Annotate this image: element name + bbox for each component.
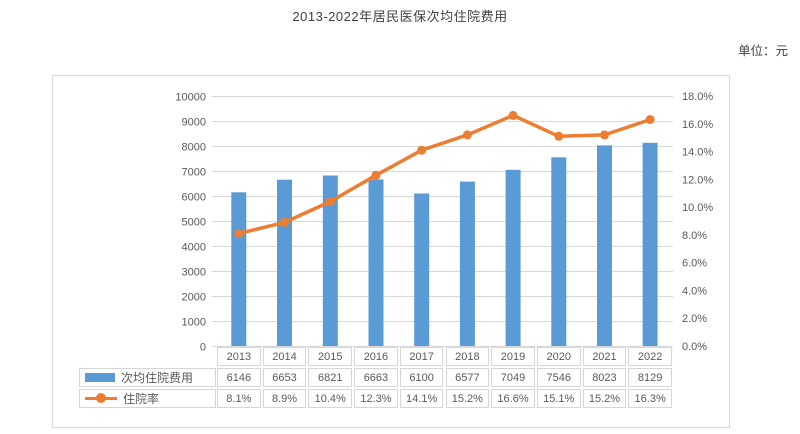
right-axis-tick-label: 2.0% bbox=[682, 313, 707, 325]
table-cell-fee: 8129 bbox=[628, 368, 672, 387]
right-axis-tick-label: 10.0% bbox=[682, 202, 713, 214]
line-marker bbox=[462, 130, 472, 140]
table-cell-year: 2014 bbox=[262, 347, 307, 366]
right-axis-tick-label: 18.0% bbox=[682, 91, 713, 103]
left-axis-tick-label: 6000 bbox=[182, 192, 206, 204]
left-axis-tick-label: 10000 bbox=[175, 92, 206, 104]
line-marker bbox=[417, 145, 427, 155]
line-marker bbox=[508, 110, 518, 120]
left-axis-tick-label: 0 bbox=[200, 342, 206, 354]
table-cell-year: 2017 bbox=[399, 347, 444, 366]
line-marker bbox=[600, 130, 609, 140]
bar bbox=[277, 179, 292, 346]
legend-rate-label: 住院率 bbox=[123, 392, 160, 406]
table-cell-year: 2015 bbox=[308, 347, 353, 366]
right-axis-tick-label: 16.0% bbox=[682, 119, 713, 131]
right-axis-tick-label: 0.0% bbox=[682, 341, 707, 353]
table-cell-fee: 6146 bbox=[217, 368, 261, 387]
bar bbox=[642, 142, 658, 346]
left-axis-tick-label: 3000 bbox=[182, 267, 206, 279]
left-axis-tick-label: 2000 bbox=[182, 292, 206, 304]
legend-line-swatch-icon bbox=[85, 393, 117, 404]
table-cell-fee: 6663 bbox=[354, 368, 398, 387]
table-cell-fee: 6821 bbox=[308, 368, 353, 387]
line-marker bbox=[234, 229, 244, 238]
bar bbox=[414, 193, 430, 346]
table-cell-rate: 8.1% bbox=[217, 389, 261, 408]
table-cell-year: 2018 bbox=[445, 347, 490, 366]
table-cell-rate: 15.2% bbox=[582, 389, 627, 408]
bar bbox=[597, 145, 612, 346]
chart-plot: 0 1000 2000 3000 4000 5000 6000 7000 8000 9000 100… bbox=[175, 91, 713, 354]
table-cell-rate: 15.1% bbox=[536, 389, 581, 408]
left-axis-tick-label: 7000 bbox=[182, 167, 206, 179]
line-marker bbox=[325, 197, 335, 207]
chart-panel: 0 1000 2000 3000 4000 5000 6000 7000 8000 9000 100… bbox=[52, 75, 730, 428]
line-marker bbox=[554, 131, 564, 141]
legend-rate: 住院率 bbox=[79, 389, 216, 408]
right-axis-tick-label: 12.0% bbox=[682, 174, 713, 186]
bar bbox=[322, 175, 338, 346]
table-cell-rate: 8.9% bbox=[262, 389, 307, 408]
legend-bar-swatch-icon bbox=[85, 373, 115, 382]
table-cell-year: 2021 bbox=[582, 347, 627, 366]
left-axis-tick-label: 4000 bbox=[182, 242, 206, 254]
unit-label: 单位：元 bbox=[737, 44, 788, 58]
table-cell-fee: 7546 bbox=[536, 368, 581, 387]
legend-fee: 次均住院费用 bbox=[79, 368, 216, 387]
line-marker bbox=[645, 115, 655, 125]
chart-title: 2013-2022年居民医保次均住院费用 bbox=[292, 9, 508, 24]
legend-fee-label: 次均住院费用 bbox=[121, 371, 194, 385]
left-axis-tick-label: 8000 bbox=[182, 142, 206, 154]
right-axis-tick-label: 6.0% bbox=[682, 258, 707, 270]
bar bbox=[551, 157, 567, 346]
table-cell-rate: 10.4% bbox=[308, 389, 353, 408]
table-cell-fee: 8023 bbox=[582, 368, 627, 387]
table-cell-year: 2022 bbox=[628, 347, 672, 366]
table-cell-fee: 6653 bbox=[262, 368, 307, 387]
right-axis-tick-label: 8.0% bbox=[682, 230, 707, 242]
right-axis-tick-label: 14.0% bbox=[682, 147, 713, 159]
table-cell-fee: 6100 bbox=[399, 368, 444, 387]
line-marker bbox=[280, 217, 289, 227]
table-cell-rate: 14.1% bbox=[399, 389, 444, 408]
table-cell-rate: 12.3% bbox=[354, 389, 398, 408]
table-cell-rate: 16.3% bbox=[628, 389, 672, 408]
right-axis-tick-label: 4.0% bbox=[682, 285, 707, 297]
line-marker bbox=[371, 170, 381, 180]
table-cell-year: 2013 bbox=[217, 347, 261, 366]
left-axis-tick-label: 1000 bbox=[182, 317, 206, 329]
table-cell-year: 2020 bbox=[536, 347, 581, 366]
trend-line bbox=[237, 113, 652, 236]
table-cell-rate: 16.6% bbox=[491, 389, 535, 408]
table-cell-fee: 7049 bbox=[491, 368, 535, 387]
table-cell-year: 2019 bbox=[491, 347, 535, 366]
bar bbox=[505, 169, 521, 346]
left-axis-tick-label: 9000 bbox=[182, 117, 206, 129]
left-axis-tick-label: 5000 bbox=[182, 217, 206, 229]
bar bbox=[459, 181, 475, 346]
table-cell-year: 2016 bbox=[354, 347, 398, 366]
bar bbox=[368, 179, 384, 346]
bar bbox=[231, 192, 247, 346]
table-cell-fee: 6577 bbox=[445, 368, 490, 387]
table-cell-rate: 15.2% bbox=[445, 389, 490, 408]
